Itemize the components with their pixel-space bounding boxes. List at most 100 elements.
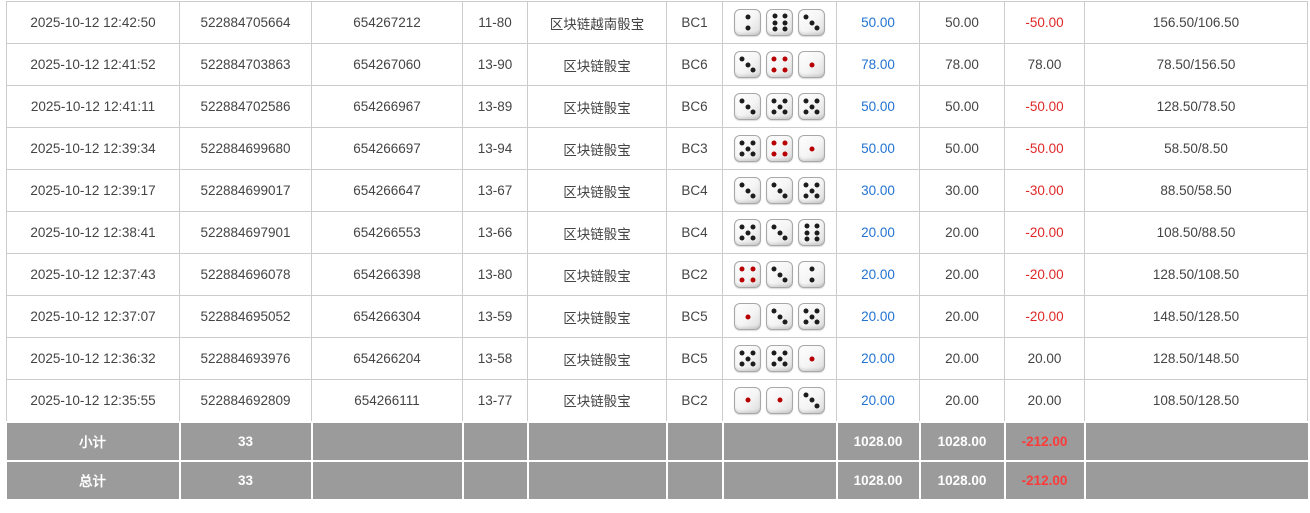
bet-amount-link[interactable]: 50.00 (836, 127, 920, 170)
cell-balance: 58.50/8.50 (1084, 127, 1308, 170)
cell-bet-time: 2025-10-12 12:41:11 (6, 85, 180, 128)
subtotal-empty-game (526, 420, 668, 462)
cell-dice-result (722, 1, 837, 44)
dice-2-icon (798, 261, 825, 288)
cell-bet-id: 522884699017 (179, 169, 312, 212)
cell-bet-id: 522884703863 (179, 43, 312, 86)
dice-5-icon (798, 303, 825, 330)
dice-result-group (727, 303, 832, 330)
cell-valid-amount: 20.00 (919, 337, 1005, 380)
cell-round-id: 654266697 (311, 127, 463, 170)
cell-period: 13-80 (462, 253, 528, 296)
bet-amount-link[interactable]: 78.00 (836, 43, 920, 86)
dice-1-icon (766, 386, 793, 414)
cell-win-loss: 20.00 (1004, 379, 1085, 422)
cell-bet-id: 522884705664 (179, 1, 312, 44)
grand-total-empty-round (310, 459, 464, 501)
table-row: 2025-10-12 12:37:43 522884696078 654266398… (6, 253, 1308, 296)
dice-1-icon (798, 51, 825, 78)
cell-dice-result (722, 295, 837, 338)
cell-table-code: BC3 (666, 127, 723, 170)
cell-bet-id: 522884697901 (179, 211, 312, 254)
table-row: 2025-10-12 12:39:17 522884699017 654266647… (6, 169, 1308, 212)
cell-balance: 78.50/156.50 (1084, 43, 1308, 86)
cell-game-name: 区块链骰宝 (527, 169, 667, 212)
cell-game-name: 区块链骰宝 (527, 253, 667, 296)
cell-period: 13-94 (462, 127, 528, 170)
cell-balance: 128.50/148.50 (1084, 337, 1308, 380)
bet-history-table: 2025-10-12 12:42:50 522884705664 654267212… (6, 1, 1308, 501)
cell-balance: 88.50/58.50 (1084, 169, 1308, 212)
cell-win-loss: -50.00 (1004, 127, 1085, 170)
dice-6-icon (798, 219, 825, 246)
cell-period: 13-58 (462, 337, 528, 380)
cell-win-loss: 78.00 (1004, 43, 1085, 86)
cell-bet-time: 2025-10-12 12:35:55 (6, 379, 180, 422)
cell-bet-time: 2025-10-12 12:36:32 (6, 337, 180, 380)
cell-dice-result (722, 169, 837, 212)
dice-2-icon (734, 9, 761, 36)
bet-amount-link[interactable]: 20.00 (836, 295, 920, 338)
grand-total-bet-total: 1028.00 (835, 459, 921, 501)
dice-3-icon (798, 9, 825, 36)
bet-amount-link[interactable]: 50.00 (836, 85, 920, 128)
dice-5-icon (798, 177, 825, 204)
bet-amount-link[interactable]: 20.00 (836, 211, 920, 254)
bet-amount-link[interactable]: 30.00 (836, 169, 920, 212)
grand-total-empty-game (526, 459, 668, 501)
cell-round-id: 654266967 (311, 85, 463, 128)
bet-amount-link[interactable]: 20.00 (836, 253, 920, 296)
cell-win-loss: -20.00 (1004, 295, 1085, 338)
subtotal-empty-table (665, 420, 724, 462)
cell-balance: 128.50/108.50 (1084, 253, 1308, 296)
bet-amount-link[interactable]: 50.00 (836, 1, 920, 44)
dice-5-icon (798, 93, 825, 120)
bet-amount-link[interactable]: 20.00 (836, 379, 920, 422)
cell-dice-result (722, 85, 837, 128)
dice-3-icon (734, 177, 761, 204)
bet-amount-link[interactable]: 20.00 (836, 337, 920, 380)
grand-total-row: 总计 33 1028.00 1028.00 -212.00 (6, 459, 1308, 501)
cell-dice-result (722, 337, 837, 380)
subtotal-count: 33 (178, 420, 313, 462)
cell-period: 13-66 (462, 211, 528, 254)
cell-table-code: BC2 (666, 253, 723, 296)
table-row: 2025-10-12 12:41:52 522884703863 654267060… (6, 43, 1308, 86)
grand-total-winloss-total: -212.00 (1003, 459, 1086, 501)
dice-1-icon (734, 303, 761, 330)
cell-valid-amount: 20.00 (919, 379, 1005, 422)
table-row: 2025-10-12 12:35:55 522884692809 654266111… (6, 379, 1308, 422)
dice-1-icon (798, 135, 825, 162)
cell-dice-result (722, 211, 837, 254)
cell-bet-id: 522884693976 (179, 337, 312, 380)
dice-4-icon (766, 135, 793, 162)
cell-round-id: 654266398 (311, 253, 463, 296)
cell-table-code: BC4 (666, 169, 723, 212)
cell-period: 13-67 (462, 169, 528, 212)
dice-1-icon (734, 386, 761, 414)
cell-table-code: BC6 (666, 43, 723, 86)
grand-total-valid-total: 1028.00 (918, 459, 1006, 501)
cell-valid-amount: 50.00 (919, 85, 1005, 128)
cell-table-code: BC1 (666, 1, 723, 44)
cell-game-name: 区块链骰宝 (527, 379, 667, 422)
cell-game-name: 区块链骰宝 (527, 43, 667, 86)
cell-bet-id: 522884696078 (179, 253, 312, 296)
cell-win-loss: -50.00 (1004, 1, 1085, 44)
cell-game-name: 区块链骰宝 (527, 337, 667, 380)
cell-round-id: 654266304 (311, 295, 463, 338)
dice-result-group (727, 51, 832, 78)
table-row: 2025-10-12 12:42:50 522884705664 654267212… (6, 1, 1308, 44)
cell-dice-result (722, 127, 837, 170)
cell-bet-id: 522884699680 (179, 127, 312, 170)
subtotal-empty-balance (1083, 420, 1308, 462)
dice-3-icon (734, 51, 761, 78)
subtotal-empty-dice (721, 420, 838, 462)
dice-4-icon (734, 261, 761, 288)
cell-valid-amount: 50.00 (919, 127, 1005, 170)
cell-round-id: 654266647 (311, 169, 463, 212)
dice-5-icon (766, 345, 793, 372)
cell-dice-result (722, 43, 837, 86)
dice-result-group (727, 219, 832, 246)
grand-total-label: 总计 (6, 459, 181, 501)
